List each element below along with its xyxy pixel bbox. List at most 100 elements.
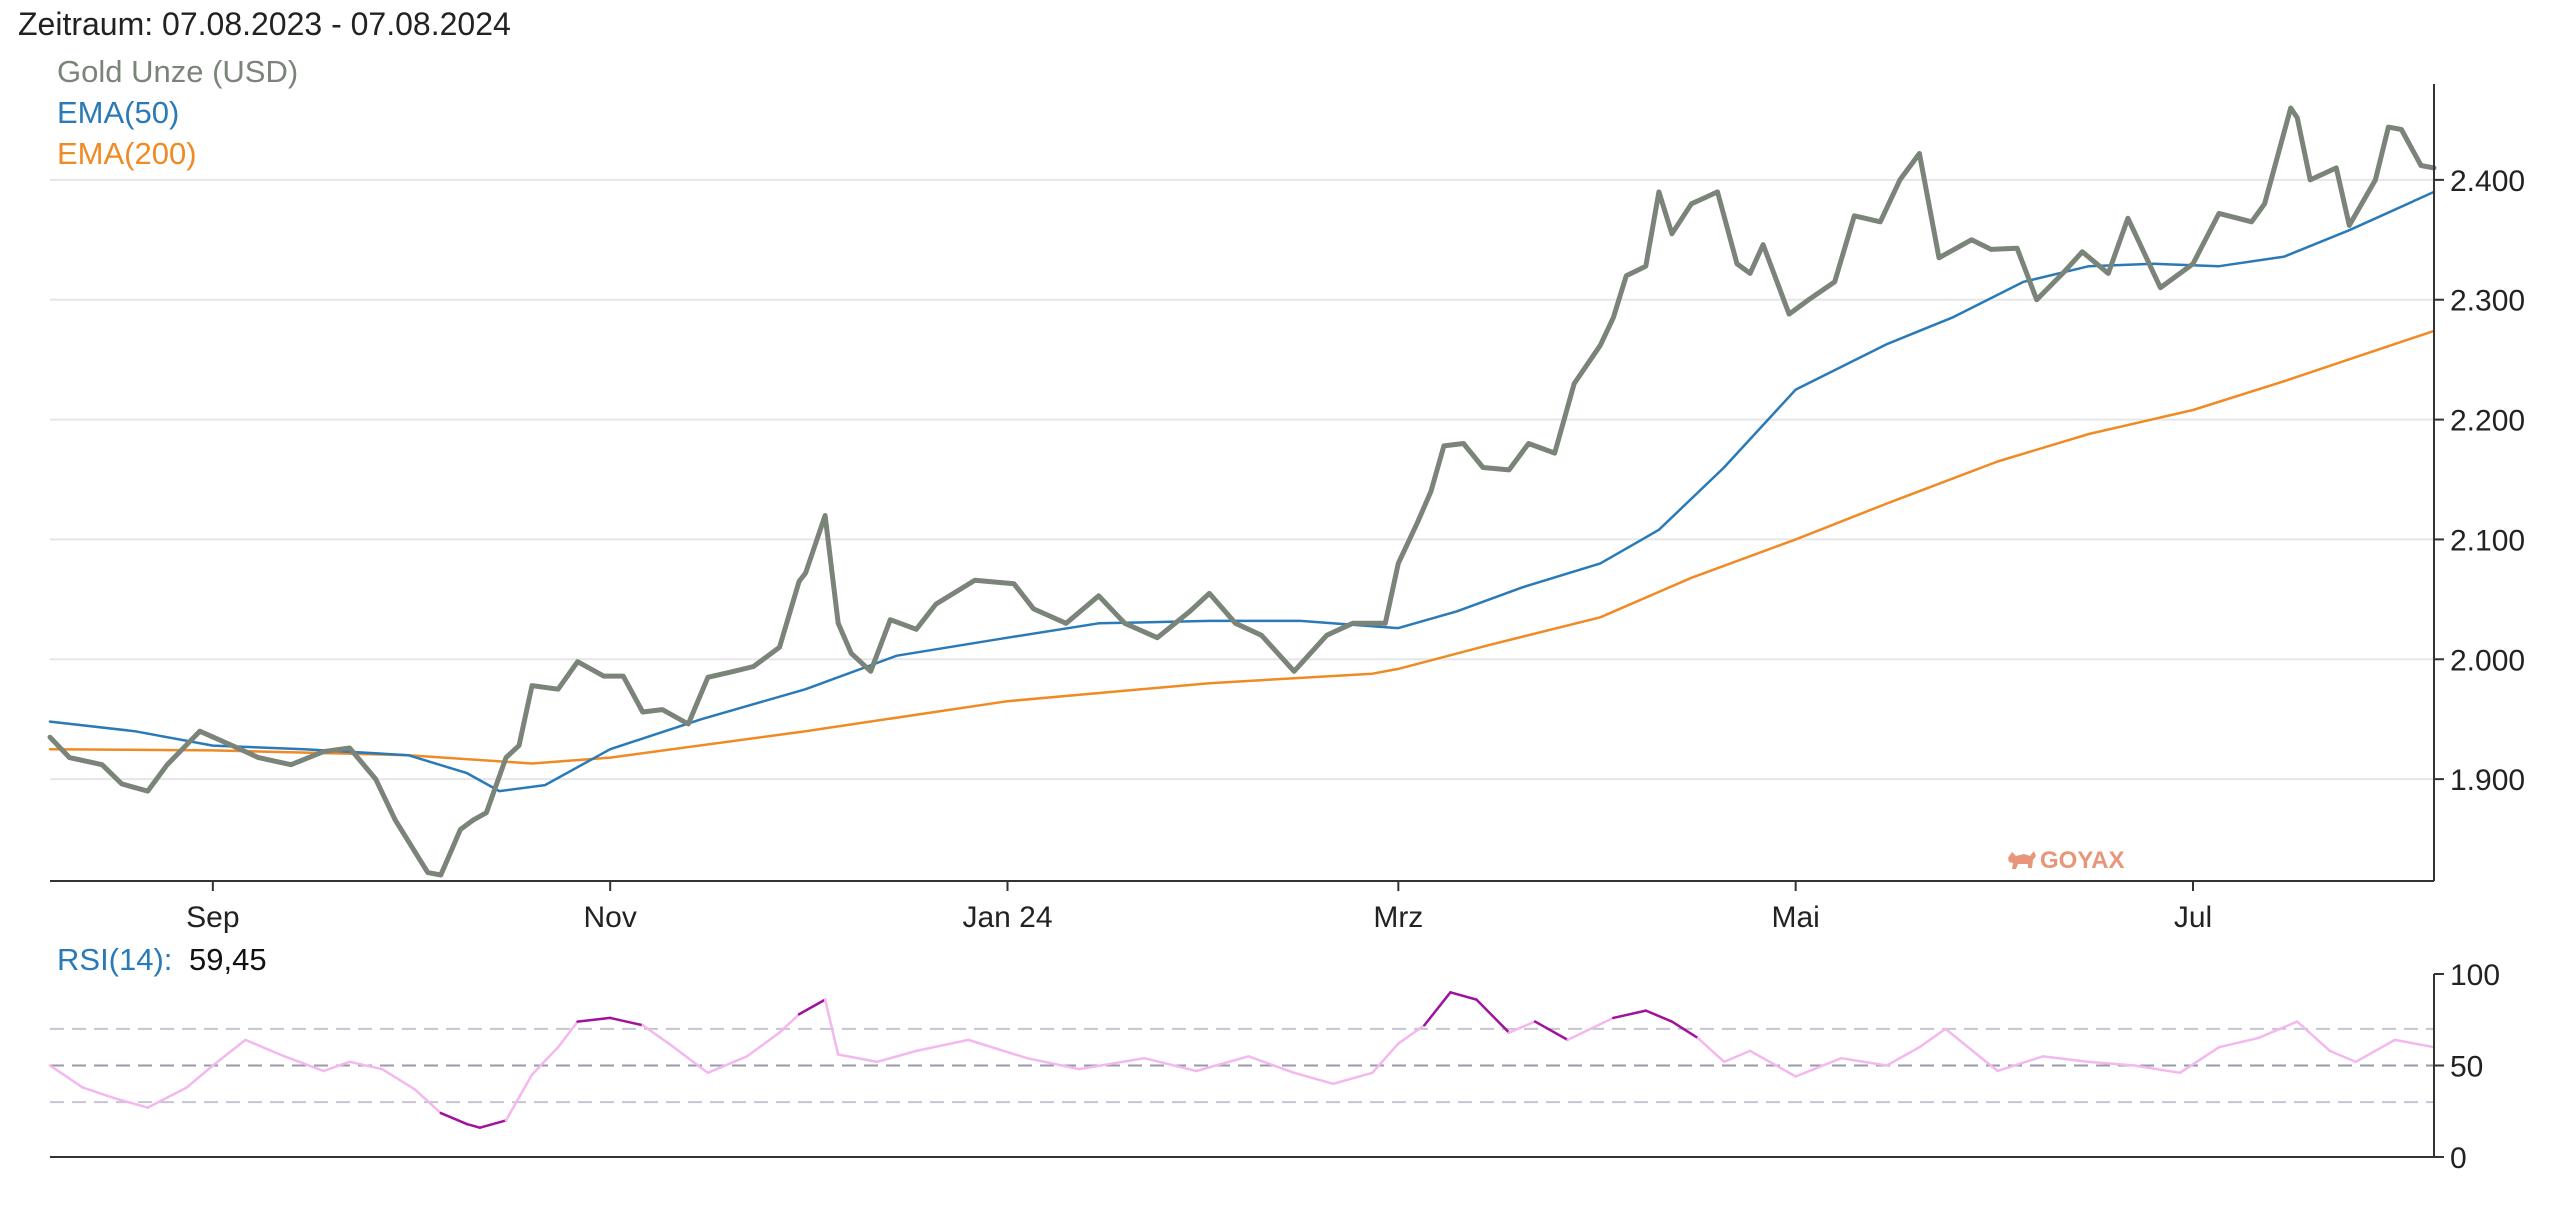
main-y-tick-label: 1.900 xyxy=(2450,764,2525,797)
rsi-line-segment xyxy=(1247,1055,1296,1075)
rsi-line-segment xyxy=(1195,1055,1250,1073)
main-series-layer xyxy=(47,105,2437,878)
rsi-line-segment xyxy=(1331,1071,1374,1086)
rsi-line-segment xyxy=(1566,1016,1615,1042)
rsi-line-segment xyxy=(2178,1045,2221,1075)
rsi-line-segment xyxy=(1840,1056,1889,1067)
rsi-line-segment xyxy=(504,1073,534,1122)
rsi-line-segment xyxy=(1025,1056,1081,1071)
rsi-line-segment xyxy=(2217,1036,2260,1049)
legend-gold: Gold Unze (USD) xyxy=(57,54,298,89)
rsi-line-segment xyxy=(283,1055,325,1073)
rsi-line-segment xyxy=(185,1064,215,1089)
rsi-line-segment xyxy=(1944,1027,1999,1073)
legend-ema200: EMA(200) xyxy=(57,136,197,171)
rsi-y-ticks: 0 50 100 xyxy=(2434,959,2500,1175)
main-x-tick-label: Mrz xyxy=(1373,901,1423,934)
rsi-y-tick-label: 0 xyxy=(2450,1142,2467,1175)
rsi-line-segment xyxy=(1644,1009,1674,1023)
main-y-tick-label: 2.000 xyxy=(2450,644,2525,677)
rsi-line-segment xyxy=(1397,1023,1426,1045)
rsi-line-segment xyxy=(2133,1064,2182,1075)
rsi-line-segment xyxy=(348,1060,384,1071)
rsi-line-segment xyxy=(1507,1020,1537,1034)
period-label: Zeitraum: 07.08.2023 - 07.08.2024 xyxy=(18,6,511,42)
rsi-y-tick-label: 100 xyxy=(2450,959,2500,992)
main-gridlines xyxy=(50,178,2434,781)
rsi-line-segment xyxy=(478,1119,508,1129)
rsi-line-segment xyxy=(823,998,840,1056)
rsi-line-segment xyxy=(915,1038,970,1053)
rsi-line-segment xyxy=(1885,1045,1921,1067)
rsi-line-segment xyxy=(576,1016,612,1023)
main-x-ticks: Sep Nov Jan 24 Mrz Mai Jul xyxy=(186,881,2212,934)
rsi-line-segment xyxy=(1670,1020,1700,1040)
rsi-current-value: 59,45 xyxy=(189,942,267,977)
rsi-line-segment xyxy=(322,1060,351,1073)
rsi-line-segment xyxy=(2087,1060,2136,1067)
rsi-line-segment xyxy=(2393,1038,2436,1049)
rsi-line-segment xyxy=(1794,1056,1843,1078)
rsi-line-segment xyxy=(413,1088,443,1115)
rsi-line-segment xyxy=(556,1020,579,1049)
main-x-tick-label: Mai xyxy=(1771,901,1819,934)
rsi-line-segment xyxy=(1475,998,1511,1034)
rsi-line-segment xyxy=(1748,1049,1797,1078)
rsi-line-segment xyxy=(81,1086,117,1100)
rsi-line-segment xyxy=(706,1055,749,1075)
rsi-line-segment xyxy=(244,1038,286,1058)
main-y-tick-label: 2.400 xyxy=(2450,165,2525,198)
main-x-tick-label: Jul xyxy=(2174,901,2212,934)
watermark-text: GOYAX xyxy=(2040,847,2124,874)
rsi-line-segment xyxy=(2041,1055,2091,1064)
rsi-line-segment xyxy=(530,1045,560,1076)
rsi-line-segment xyxy=(2328,1049,2358,1064)
main-y-tick-label: 2.300 xyxy=(2450,285,2525,318)
main-x-tick-label: Sep xyxy=(186,901,239,934)
rsi-line-segment xyxy=(778,1013,801,1034)
rsi-line-segment xyxy=(797,998,827,1016)
rsi-line-segment xyxy=(211,1038,247,1067)
rsi-line-segment xyxy=(1423,991,1452,1027)
rsi-line-segment xyxy=(608,1016,644,1027)
main-x-tick-label: Jan 24 xyxy=(962,901,1052,934)
rsi-line-segment xyxy=(2354,1038,2397,1064)
goyax-watermark: GOYAX xyxy=(2008,847,2124,874)
rsi-line-segment xyxy=(1722,1049,1752,1064)
rsi-line-segment xyxy=(1533,1020,1569,1042)
gold-price-line xyxy=(47,105,2437,878)
main-y-tick-label: 2.100 xyxy=(2450,524,2525,557)
rsi-line-segment xyxy=(465,1122,482,1129)
rsi-line-segment xyxy=(1918,1027,1947,1049)
main-x-tick-label: Nov xyxy=(583,901,636,934)
rsi-line-segment xyxy=(113,1097,149,1109)
rsi-y-tick-label: 50 xyxy=(2450,1051,2483,1084)
rsi-line-segment xyxy=(967,1038,1029,1060)
main-y-ticks: 1.900 2.000 2.100 2.200 2.300 2.400 xyxy=(2434,165,2525,797)
ema200-line xyxy=(48,329,2436,765)
rsi-line-segment xyxy=(1077,1056,1146,1071)
rsi-line-segment xyxy=(1696,1036,1726,1064)
rsi-line-segment xyxy=(1612,1009,1648,1020)
rsi-legend-label: RSI(14): xyxy=(57,942,172,977)
legend-ema50: EMA(50) xyxy=(57,95,179,130)
rsi-line-segment xyxy=(836,1053,879,1064)
rsi-line-segment xyxy=(2295,1020,2332,1053)
rsi-line-segment xyxy=(1449,991,1478,1001)
rsi-series-layer xyxy=(48,991,2436,1129)
rsi-line-segment xyxy=(1143,1056,1198,1073)
rsi-line-segment xyxy=(875,1049,918,1064)
rsi-line-segment xyxy=(2256,1020,2299,1040)
rsi-legend: RSI(14): 59,45 xyxy=(57,942,267,977)
rsi-line-segment xyxy=(641,1023,671,1045)
rsi-line-segment xyxy=(1371,1042,1400,1075)
bull-logo-icon xyxy=(2008,851,2036,869)
rsi-line-segment xyxy=(1292,1071,1335,1086)
rsi-line-segment xyxy=(1996,1055,2045,1073)
rsi-line-segment xyxy=(380,1067,417,1091)
rsi-line-segment xyxy=(667,1042,710,1075)
rsi-line-segment xyxy=(439,1111,469,1126)
rsi-line-segment xyxy=(48,1064,84,1089)
ema50-line xyxy=(48,190,2436,793)
